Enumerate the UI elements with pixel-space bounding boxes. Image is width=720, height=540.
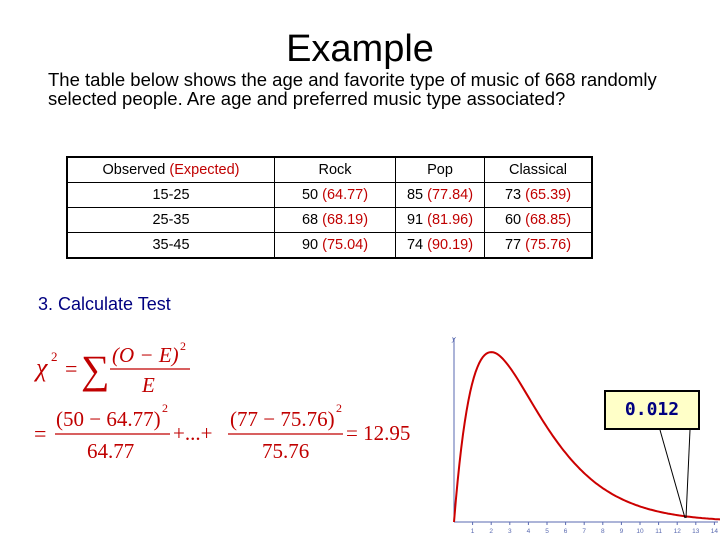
- general-numerator-exponent: 2: [180, 339, 186, 353]
- table-header-row: Observed (Expected) Rock Pop Classical: [66, 156, 593, 183]
- table-cell: 50 (64.77): [274, 182, 396, 208]
- result-value: = 12.95: [346, 421, 410, 445]
- table-cell: 77 (75.76): [484, 232, 593, 259]
- table-row: 25-35 68 (68.19) 91 (81.96) 60 (68.85): [66, 207, 593, 233]
- last-denominator: 75.76: [262, 439, 309, 463]
- x-tick-label: 6: [564, 528, 568, 535]
- x-tick-label: 1: [471, 528, 475, 535]
- observed-expected-table: Observed (Expected) Rock Pop Classical 1…: [66, 156, 593, 259]
- equals-sign: =: [34, 421, 46, 446]
- x-tick-label: 4: [527, 528, 531, 535]
- intro-paragraph: The table below shows the age and favori…: [48, 69, 657, 109]
- table-cell: 60 (68.85): [484, 207, 593, 233]
- x-tick-label: 10: [636, 528, 644, 535]
- sigma-symbol: ∑: [81, 347, 110, 392]
- column-header-pop: Pop: [395, 156, 485, 183]
- chi-exponent: 2: [51, 349, 58, 364]
- last-numerator: (77 − 75.76): [230, 407, 335, 431]
- table-cell: 85 (77.84): [395, 182, 485, 208]
- step-label: 3. Calculate Test: [38, 294, 171, 314]
- x-tick-label: 11: [655, 528, 662, 535]
- x-axis-ticks: 1 2 3 4 5 6 7 8 9 10 11 12 13 14: [471, 522, 719, 535]
- callout-pointer-left: [659, 429, 686, 519]
- row-age-label: 15-25: [66, 182, 275, 208]
- table-cell: 73 (65.39): [484, 182, 593, 208]
- x-tick-label: 8: [601, 528, 605, 535]
- last-numerator-exponent: 2: [336, 401, 342, 415]
- table-cell: 90 (75.04): [274, 232, 396, 259]
- distribution-curve: [453, 351, 720, 523]
- table-header-label: Observed (Expected): [66, 156, 275, 183]
- first-denominator: 64.77: [87, 439, 134, 463]
- chi-square-distribution-graph: y 1 2 3 4 5 6 7 8 9 10 11 12 13 14: [451, 336, 720, 535]
- ellipsis-terms: +...+: [173, 421, 212, 445]
- x-tick-label: 2: [489, 528, 493, 535]
- equals-sign: =: [65, 356, 77, 381]
- row-age-label: 25-35: [66, 207, 275, 233]
- callout-pointer-right: [685, 429, 691, 519]
- table-cell: 91 (81.96): [395, 207, 485, 233]
- p-value-callout: 0.012: [604, 390, 700, 430]
- first-numerator: (50 − 64.77): [56, 407, 161, 431]
- chi-square-formula: χ 2 = ∑ (O − E) 2 E = (50 − 64.77) 2 64.…: [33, 339, 410, 463]
- table-cell: 74 (90.19): [395, 232, 485, 259]
- y-axis-label: y: [451, 336, 456, 343]
- x-tick-label: 5: [545, 528, 549, 535]
- x-tick-label: 9: [620, 528, 624, 535]
- x-tick-label: 14: [711, 528, 719, 535]
- table-row: 15-25 50 (64.77) 85 (77.84) 73 (65.39): [66, 182, 593, 208]
- table-cell: 68 (68.19): [274, 207, 396, 233]
- x-tick-label: 12: [674, 528, 682, 535]
- column-header-rock: Rock: [274, 156, 396, 183]
- general-numerator: (O − E): [112, 343, 179, 367]
- x-tick-label: 7: [582, 528, 586, 535]
- row-age-label: 35-45: [66, 232, 275, 259]
- slide-title: Example: [286, 28, 434, 70]
- column-header-classical: Classical: [484, 156, 593, 183]
- x-tick-label: 3: [508, 528, 512, 535]
- general-denominator: E: [141, 373, 155, 397]
- x-tick-label: 13: [692, 528, 700, 535]
- chi-symbol: χ: [33, 353, 48, 382]
- table-row: 35-45 90 (75.04) 74 (90.19) 77 (75.76): [66, 232, 593, 259]
- first-numerator-exponent: 2: [162, 401, 168, 415]
